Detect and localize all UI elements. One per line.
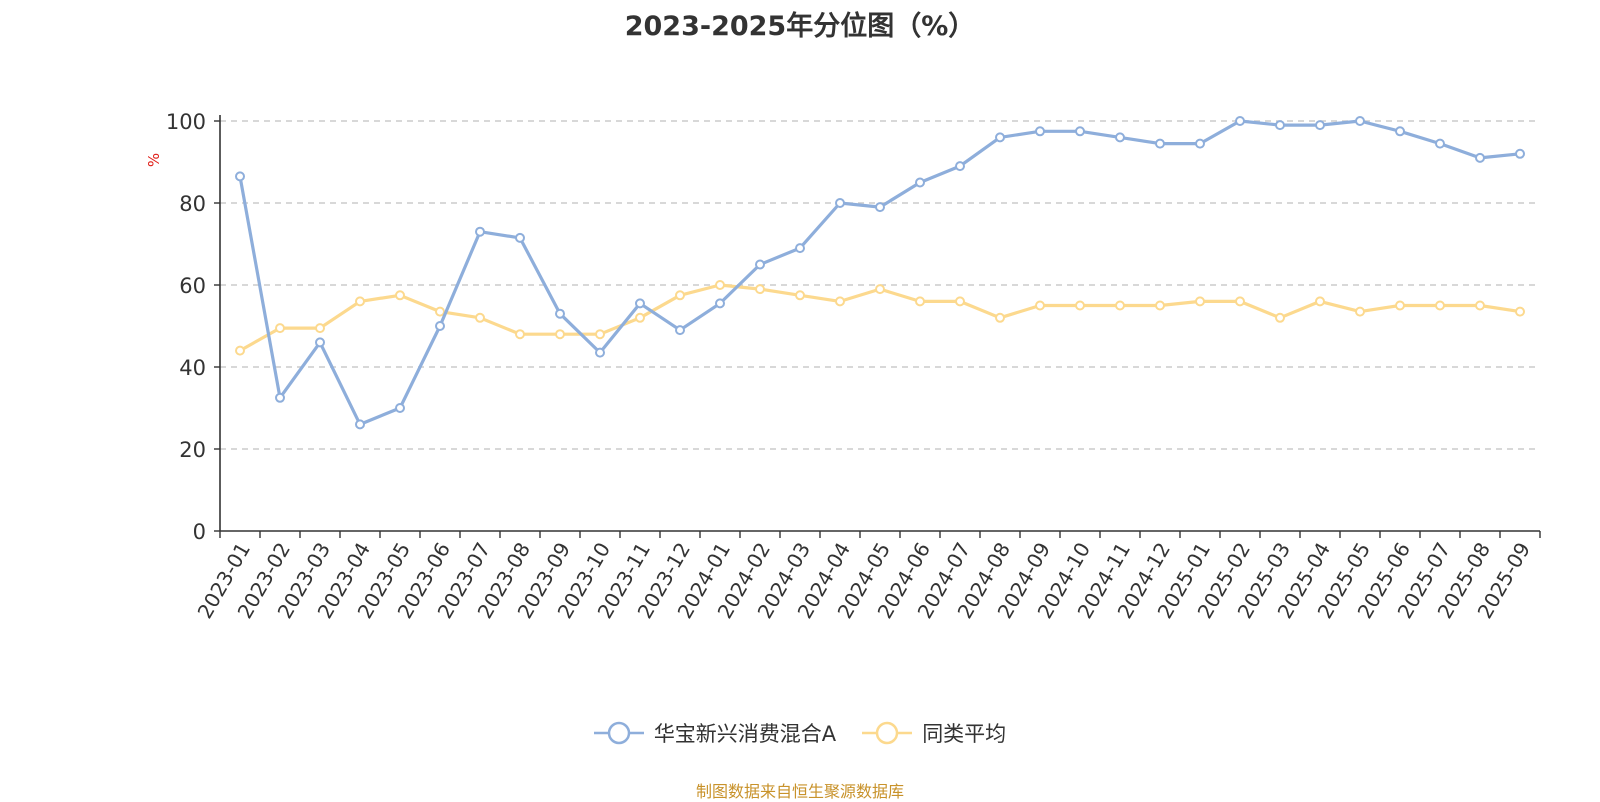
data-point [515,232,525,243]
data-source-note: 制图数据来自恒生聚源数据库 [695,782,904,801]
data-point [715,280,725,290]
data-point [1275,312,1285,323]
legend-item-1[interactable]: 华宝新兴消费混合A [593,718,837,748]
series-2 [235,280,1525,356]
data-point [915,296,925,307]
legend-swatch-icon [862,721,913,745]
series-layer [235,116,1525,430]
data-point [1355,116,1365,126]
data-point [995,132,1005,143]
data-point [235,171,245,182]
y-axis-label: % [145,153,163,167]
data-point [835,296,845,307]
data-point [795,243,805,254]
data-point [1115,300,1125,311]
legend-label: 同类平均 [922,722,1007,746]
data-point [1195,138,1205,149]
data-point [1515,148,1525,159]
data-point [955,296,965,307]
data-point [355,419,365,430]
data-point [915,177,925,188]
data-point [875,284,885,295]
y-tick-label: 20 [179,438,206,462]
data-point [1075,126,1085,137]
data-point [1155,300,1165,311]
data-point [1275,120,1285,131]
data-point [995,312,1005,323]
data-point [1075,300,1085,311]
data-point [435,321,445,331]
data-point [275,323,285,334]
data-point [235,345,245,356]
legend: 华宝新兴消费混合A 同类平均 [0,718,1600,748]
chart-title: 2023-2025年分位图（%） [624,11,976,42]
data-point [1395,126,1405,137]
data-point [795,290,805,301]
legend-item-2[interactable]: 同类平均 [862,718,1006,748]
data-point [395,290,405,301]
data-point [1235,296,1245,307]
data-point [875,202,885,213]
data-point [755,259,765,270]
data-point [355,296,365,307]
data-point [955,161,965,172]
legend-label: 华宝新兴消费混合A [653,722,837,746]
data-point [1155,138,1165,149]
data-point [1475,300,1485,311]
data-point [475,226,485,237]
data-point [1235,116,1245,126]
data-point [475,312,485,323]
data-point [1355,306,1365,317]
data-point [555,308,565,319]
data-point [595,329,605,340]
data-point [1035,126,1045,137]
series-1 [235,116,1525,430]
data-point [1315,296,1325,307]
y-tick-label: 0 [193,520,206,544]
data-point [275,392,285,403]
data-point [1435,138,1445,149]
legend-swatch-icon [593,721,644,745]
data-point [315,337,325,348]
data-point [675,325,685,336]
data-point [1435,300,1445,311]
data-point [435,306,445,317]
data-point [1315,120,1325,131]
data-point [1035,300,1045,311]
y-tick-label: 60 [179,274,206,298]
data-point [595,347,605,358]
data-point [315,323,325,334]
data-point [1515,306,1525,317]
data-point [1195,296,1205,307]
data-point [715,298,725,309]
data-point [1395,300,1405,311]
data-point [835,198,845,208]
data-point [515,329,525,340]
data-point [1115,132,1125,143]
data-point [555,329,565,340]
y-tick-label: 80 [179,192,206,216]
data-point [395,403,405,413]
data-point [1475,152,1485,163]
y-tick-label: 100 [166,110,206,134]
data-point [635,298,645,309]
series-line [238,119,1521,426]
data-point [755,284,765,295]
data-point [675,290,685,301]
data-point [635,312,645,323]
y-tick-label: 40 [179,356,206,380]
